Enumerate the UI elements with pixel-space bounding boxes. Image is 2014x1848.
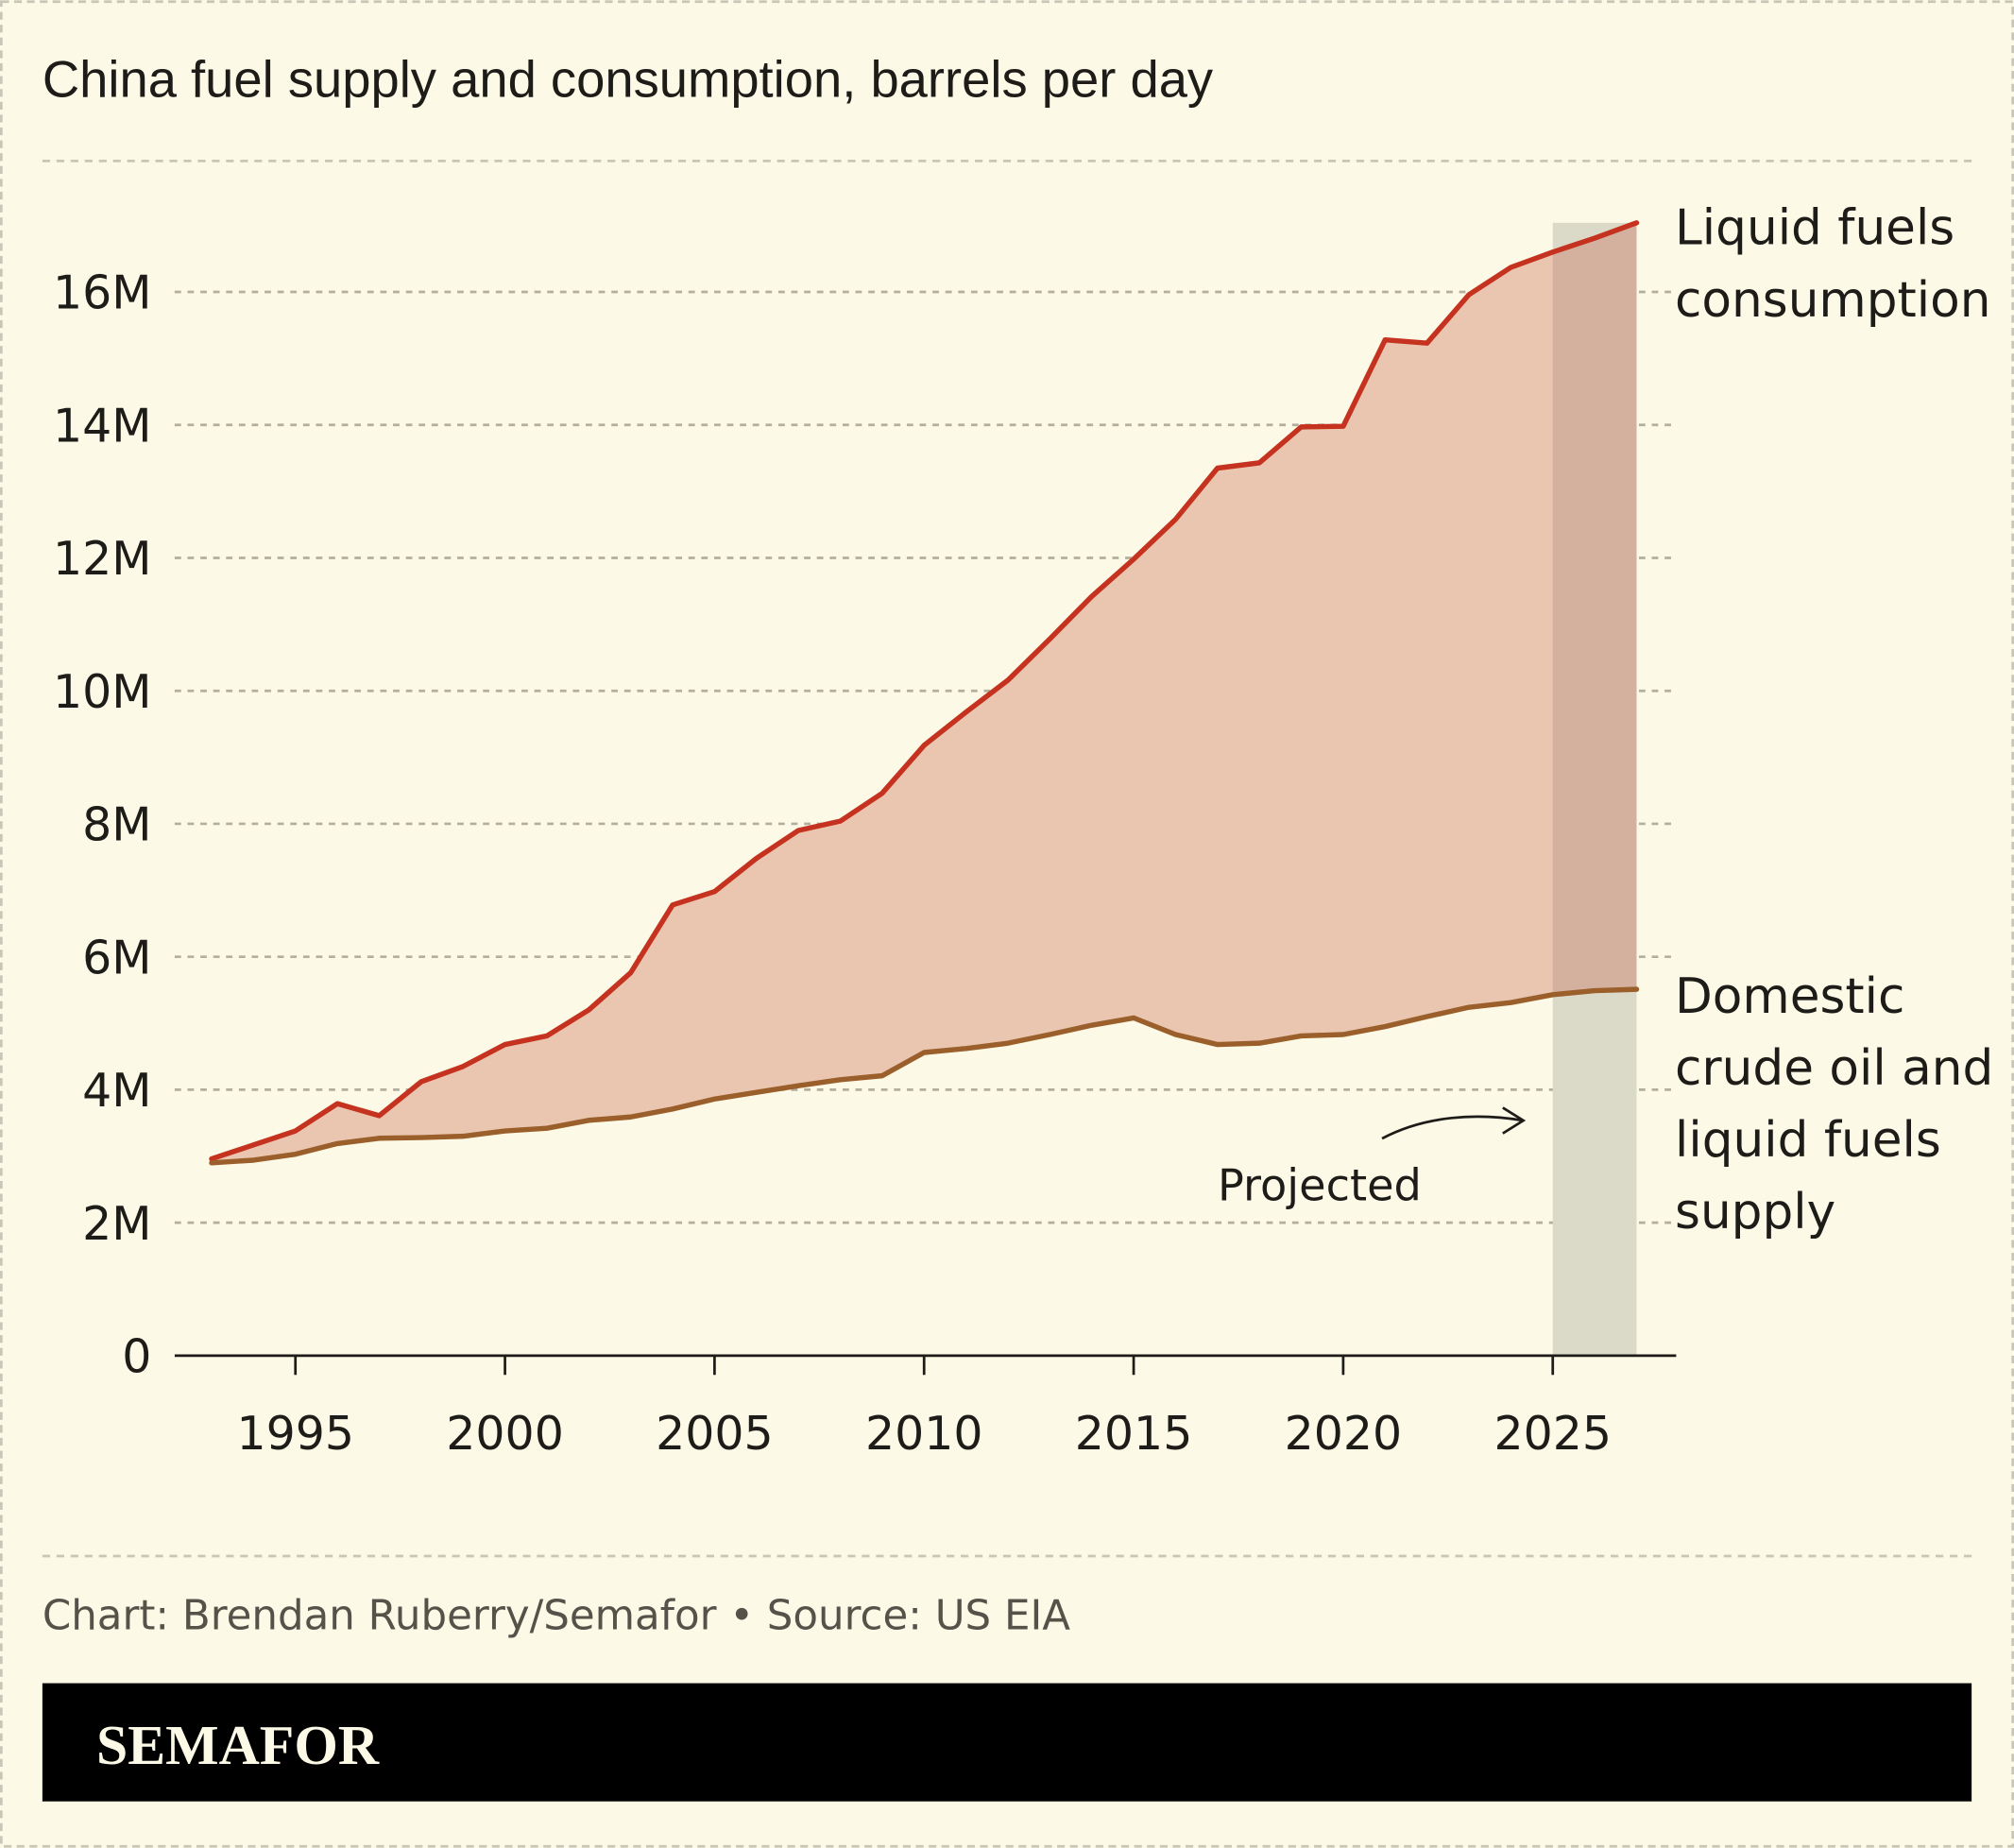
brand-bar: [42, 1683, 1972, 1802]
y-tick-label: 14M: [53, 399, 152, 453]
consumption-line: [209, 220, 1640, 1162]
y-tick-label: 12M: [53, 532, 152, 586]
x-tick-label: 1995: [236, 1407, 354, 1461]
series-label: crude oil and: [1675, 1040, 1993, 1097]
y-tick-label: 10M: [53, 665, 152, 719]
y-tick-label: 4M: [82, 1064, 151, 1118]
series-label: liquid fuels: [1675, 1112, 1941, 1169]
y-tick-label: 2M: [82, 1197, 151, 1251]
x-axis: 1995 2000 2005 2010 2015 2020 2025: [174, 1354, 1677, 1461]
credit-text: Chart: Brendan Ruberry/Semafor • Source:…: [43, 1592, 1070, 1639]
x-tick-label: 2005: [656, 1407, 774, 1461]
y-tick-label: 6M: [82, 931, 151, 984]
projected-label: Projected: [1218, 1159, 1422, 1210]
series-label: Liquid fuels: [1675, 200, 1954, 257]
series-label: consumption: [1675, 272, 1990, 329]
x-tick-label: 2020: [1285, 1407, 1403, 1461]
y-tick-label: 16M: [53, 266, 152, 320]
x-tick-label: 2015: [1075, 1407, 1193, 1461]
x-tick-label: 2010: [865, 1407, 983, 1461]
x-tick-label: 2025: [1493, 1407, 1612, 1461]
gap-area-projected: [1552, 222, 1637, 995]
supply-line: [209, 986, 1640, 1166]
y-axis: 0 2M 4M 6M 8M 10M 12M 14M 16M: [53, 266, 152, 1384]
chart-title: China fuel supply and consumption, barre…: [43, 50, 1214, 108]
semafor-logo: SEMAFOR: [96, 1714, 380, 1776]
series-label: supply: [1675, 1184, 1835, 1241]
projected-arrow-icon: [1381, 1106, 1527, 1140]
series-label: Domestic: [1675, 968, 1904, 1025]
y-tick-label: 0: [122, 1330, 151, 1384]
series-labels: Liquid fuels consumption Domestic crude oil…: [1675, 200, 1993, 1241]
y-tick-label: 8M: [82, 798, 151, 852]
gap-area: [211, 222, 1637, 1163]
x-tick-label: 2000: [446, 1407, 564, 1461]
